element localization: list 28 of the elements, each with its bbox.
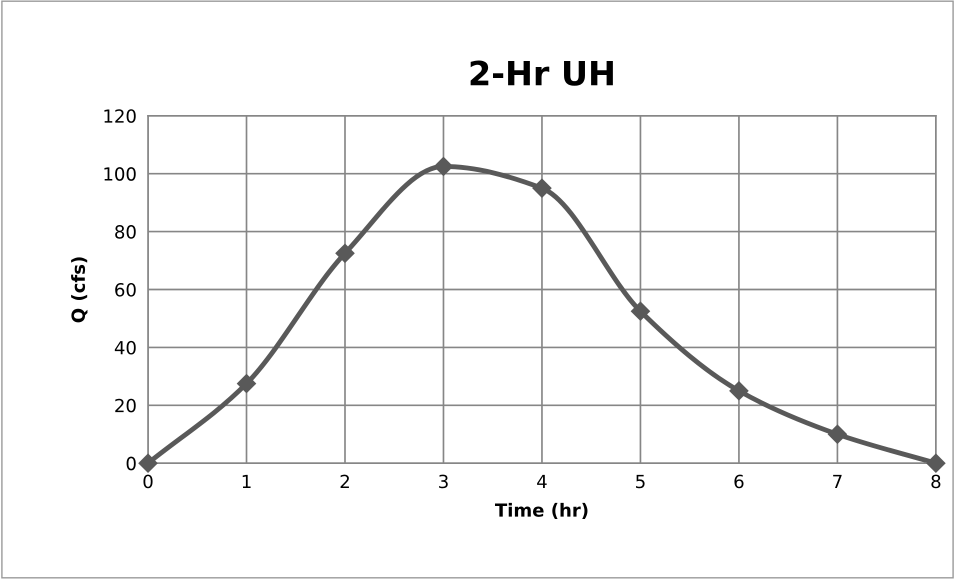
x-tick-label: 0 xyxy=(143,474,153,488)
point xyxy=(926,454,946,473)
point xyxy=(630,302,650,321)
y-tick-label: 40 xyxy=(114,340,136,355)
x-tick-label: 8 xyxy=(931,474,940,488)
y-tick-label: 20 xyxy=(115,398,136,412)
point xyxy=(729,381,748,400)
x-tick-label: 2 xyxy=(340,474,349,488)
y-tick-label: 60 xyxy=(115,282,136,297)
x-axis-title: Time (hr) xyxy=(494,502,588,519)
point xyxy=(335,244,355,263)
x-tick-label: 4 xyxy=(537,474,547,488)
x-tick-label: 6 xyxy=(734,474,744,488)
x-tick-label: 3 xyxy=(439,474,448,488)
point xyxy=(236,374,256,394)
y-tick-label: 100 xyxy=(104,167,136,181)
y-tick-label: 0 xyxy=(126,456,136,470)
y-tick-label: 120 xyxy=(104,109,136,123)
x-tick-label: 1 xyxy=(242,474,251,488)
y-axis-title: Q (cfs) xyxy=(71,257,88,322)
chart-title: 2-Hr UH xyxy=(470,60,613,86)
y-tick-label: 80 xyxy=(115,225,136,239)
point xyxy=(138,454,158,473)
x-tick-label: 5 xyxy=(636,474,645,488)
point xyxy=(828,424,847,444)
x-tick-label: 7 xyxy=(833,474,842,488)
point xyxy=(532,178,552,198)
point xyxy=(434,156,454,176)
